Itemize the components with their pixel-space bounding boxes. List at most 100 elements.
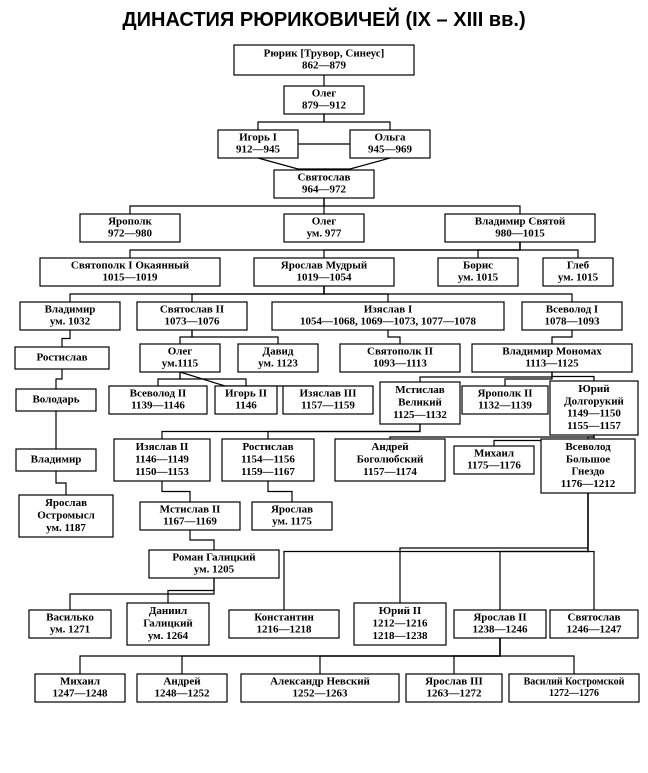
node-label: 1093—1113	[373, 358, 427, 370]
node-label: ум. 1123	[258, 358, 298, 370]
node-label: 1176—1212	[561, 478, 616, 490]
node-label: 1139—1146	[131, 400, 185, 412]
node-label: Святополк I Окаянный	[71, 259, 190, 271]
node-label: 1252—1263	[293, 688, 349, 700]
tree-node: Константин1216—1218	[229, 610, 339, 638]
tree-node: Юрий II1212—12161218—1238	[354, 603, 446, 645]
tree-edge	[56, 369, 62, 389]
node-label: Александр Невский	[270, 675, 370, 687]
node-label: Ярослав II	[473, 611, 526, 623]
tree-node: Глебум. 1015	[543, 258, 613, 286]
tree-node: ЮрийДолгорукий1149—11501155—1157	[550, 381, 638, 435]
tree-node: Василькоум. 1271	[29, 610, 111, 638]
tree-node: ЯрославОстромыслум. 1187	[19, 495, 113, 537]
tree-edge	[180, 372, 246, 386]
tree-edge	[324, 286, 572, 302]
node-label: 1212—1216	[373, 618, 429, 630]
node-label: Всеволод	[565, 441, 611, 453]
tree-edge	[62, 330, 70, 347]
node-label: 1113—1125	[525, 358, 579, 370]
tree-edge	[588, 493, 594, 610]
tree-edge	[400, 493, 588, 603]
node-label: 1149—1150	[567, 408, 621, 420]
node-label: 964—972	[302, 184, 347, 196]
tree-edge	[520, 242, 578, 258]
tree-node: Святополк I Окаянный1015—1019	[40, 258, 220, 286]
node-label: Всеволод II	[130, 387, 187, 399]
tree-node: Ростислав1154—11561159—1167	[222, 439, 314, 481]
tree-edge	[162, 481, 190, 502]
node-label: 1216—1218	[257, 624, 313, 636]
node-label: Ярополк II	[477, 387, 532, 399]
node-label: 1218—1238	[373, 630, 429, 642]
tree-node: Михаил1175—1176	[454, 446, 534, 474]
tree-edge	[258, 158, 324, 170]
tree-node: Мстислав II1167—1169	[140, 502, 240, 530]
tree-node: Ольга945—969	[350, 130, 430, 158]
node-label: Юрий	[578, 383, 610, 395]
node-label: Великий	[398, 397, 442, 409]
tree-node: Борисум. 1015	[438, 258, 518, 286]
node-label: Ярополк	[108, 215, 152, 227]
node-label: Роман Галицкий	[172, 551, 256, 563]
node-label: Василько	[46, 611, 94, 623]
node-label: ум. 1205	[194, 564, 235, 576]
tree-node: Александр Невский1252—1263	[241, 674, 399, 702]
tree-edge	[390, 435, 594, 439]
node-label: Даниил	[149, 605, 187, 617]
tree-node: Михаил1247—1248	[35, 674, 125, 702]
node-label: Владимир	[31, 454, 82, 466]
node-label: 879—912	[302, 100, 347, 112]
node-label: Ростислав	[242, 441, 293, 453]
tree-node: Изяслав II1146—11491150—1153	[114, 439, 210, 481]
node-label: 1246—1247	[567, 624, 623, 636]
node-label: 1155—1157	[567, 420, 621, 432]
node-label: 1247—1248	[53, 688, 109, 700]
tree-node: Давидум. 1123	[238, 344, 318, 372]
tree-node: Владимир Мономах1113—1125	[472, 344, 632, 372]
tree-edge	[192, 286, 324, 302]
tree-node: Игорь I912—945	[218, 130, 298, 158]
tree-node: Андрей1248—1252	[137, 674, 227, 702]
node-label: Изяслав III	[299, 387, 356, 399]
node-label: ум. 1264	[148, 630, 189, 642]
node-label: Остромысл	[37, 510, 95, 522]
node-label: 1125—1132	[393, 409, 447, 421]
node-label: Константин	[254, 611, 314, 623]
tree-node: МстиславВеликий1125—1132	[380, 382, 460, 424]
node-label: ум. 1175	[272, 516, 312, 528]
node-label: 1167—1169	[163, 516, 217, 528]
node-label: Владимир	[45, 303, 96, 315]
node-label: 862—879	[302, 60, 347, 72]
tree-node: Рюрик [Трувор, Синеус]862—879	[234, 45, 414, 75]
node-label: Давид	[263, 345, 294, 357]
tree-edge	[180, 372, 328, 386]
node-label: Ольга	[374, 131, 406, 143]
node-label: 1263—1272	[427, 688, 483, 700]
tree-edge	[420, 372, 552, 382]
node-label: Святополк II	[367, 345, 433, 357]
node-label: ум. 1015	[458, 272, 499, 284]
tree-node: Ярославум. 1175	[252, 502, 332, 530]
node-label: 1238—1246	[473, 624, 529, 636]
node-label: 1175—1176	[467, 460, 521, 472]
tree-node: ВсеволодБольшоеГнездо1176—1212	[541, 439, 635, 493]
tree-edge	[324, 158, 390, 169]
node-label: Ярослав	[271, 503, 313, 515]
tree-edge	[180, 330, 192, 344]
tree-node: Олег879—912	[284, 86, 364, 114]
node-label: Боголюбский	[357, 454, 424, 466]
tree-edge	[454, 638, 500, 674]
tree-node: АндрейБоголюбский1157—1174	[335, 439, 445, 481]
tree-node: Владимир Святой980—1015	[445, 214, 595, 242]
node-label: Юрий II	[379, 605, 422, 617]
tree-edge	[500, 493, 588, 610]
node-label: Андрей	[163, 675, 201, 687]
node-label: Олег	[312, 87, 337, 99]
node-label: Всеволод I	[546, 303, 598, 315]
node-label: Василий Костромской	[524, 677, 625, 688]
tree-edge	[478, 242, 520, 258]
tree-node: Ростислав	[15, 347, 109, 369]
tree-node: Владимир	[16, 449, 96, 471]
node-label: Владимир Святой	[475, 215, 566, 227]
